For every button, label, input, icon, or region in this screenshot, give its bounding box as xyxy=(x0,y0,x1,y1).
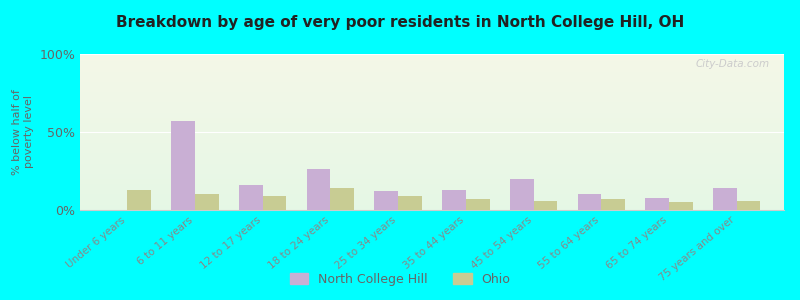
Bar xyxy=(578,194,602,210)
Bar xyxy=(534,201,558,210)
Bar xyxy=(171,121,195,210)
Bar xyxy=(330,188,354,210)
Y-axis label: % below half of
poverty level: % below half of poverty level xyxy=(12,89,34,175)
Bar xyxy=(127,190,151,210)
Bar xyxy=(306,169,330,210)
Bar xyxy=(669,202,693,210)
Bar xyxy=(737,201,760,210)
Bar xyxy=(646,197,669,210)
Bar xyxy=(262,196,286,210)
Text: City-Data.com: City-Data.com xyxy=(696,59,770,69)
Legend: North College Hill, Ohio: North College Hill, Ohio xyxy=(285,268,515,291)
Bar xyxy=(713,188,737,210)
Bar xyxy=(466,199,490,210)
Bar xyxy=(195,194,218,210)
Bar xyxy=(398,196,422,210)
Bar xyxy=(374,191,398,210)
Text: Breakdown by age of very poor residents in North College Hill, OH: Breakdown by age of very poor residents … xyxy=(116,15,684,30)
Bar xyxy=(510,179,534,210)
Bar xyxy=(602,199,625,210)
Bar xyxy=(442,190,466,210)
Bar xyxy=(239,185,262,210)
